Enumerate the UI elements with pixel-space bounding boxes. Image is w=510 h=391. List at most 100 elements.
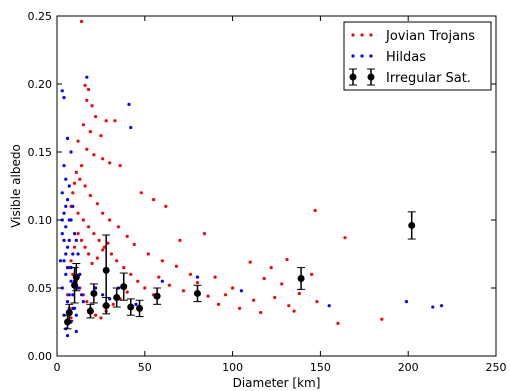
trojan-point xyxy=(74,170,78,174)
trojan-point xyxy=(280,282,284,286)
trojan-point xyxy=(95,202,99,206)
trojan-point xyxy=(87,252,91,256)
trojan-point xyxy=(92,232,96,236)
legend: Jovian Trojans Hildas Irregular Sat. xyxy=(343,21,492,91)
hilda-point xyxy=(79,293,84,297)
hilda-point xyxy=(65,198,70,202)
hilda-point xyxy=(65,334,70,338)
trojan-point xyxy=(92,153,96,157)
hilda-point xyxy=(64,225,68,229)
irregular-point xyxy=(193,289,201,297)
hilda-point xyxy=(60,286,64,290)
y-tick-label: 0.10 xyxy=(28,214,53,227)
trojan-point xyxy=(79,238,84,242)
trojan-point xyxy=(310,272,314,276)
hilda-point xyxy=(67,218,71,222)
irregular-point xyxy=(297,274,305,282)
hilda-point xyxy=(67,184,71,188)
trojan-point xyxy=(108,161,112,165)
hilda-point xyxy=(60,232,64,236)
legend-marker xyxy=(351,33,355,37)
trojan-point xyxy=(125,290,129,294)
hilda-point xyxy=(65,266,70,270)
irregular-point xyxy=(127,303,135,311)
hilda-point xyxy=(439,304,444,308)
hilda-point xyxy=(431,305,435,309)
hilda-point xyxy=(134,302,138,306)
trojan-point xyxy=(90,104,94,108)
irregular-point xyxy=(90,289,98,297)
trojan-point xyxy=(88,193,92,198)
x-axis-label: Diameter [km] xyxy=(233,376,321,390)
trojan-point xyxy=(157,275,161,279)
hilda-point xyxy=(71,252,75,256)
trojan-point xyxy=(216,302,221,306)
trojan-point xyxy=(248,260,252,264)
x-tick-label: 150 xyxy=(310,361,331,374)
trojan-point xyxy=(69,259,73,263)
trojan-point xyxy=(313,208,317,213)
irregular-point xyxy=(153,292,161,300)
plot-marks xyxy=(58,19,444,338)
hilda-point xyxy=(69,279,73,283)
trojan-point xyxy=(79,19,84,24)
legend-marker xyxy=(360,33,364,37)
x-tick-label: 50 xyxy=(138,361,152,374)
trojan-point xyxy=(99,316,103,320)
hilda-point xyxy=(65,136,70,140)
hilda-point xyxy=(58,259,63,263)
x-tick-label: 100 xyxy=(222,361,243,374)
hilda-point xyxy=(404,300,409,304)
trojan-point xyxy=(143,286,147,290)
trojan-point xyxy=(238,306,242,310)
hilda-point xyxy=(74,313,78,317)
x-tick-label: 200 xyxy=(398,361,419,374)
axis-ticks: 0 50 100 150 200 250 0.00 0.05 0.10 0.15 0.20 0.25 xyxy=(28,10,507,374)
trojan-point xyxy=(85,147,89,151)
hilda-point xyxy=(62,211,66,215)
y-tick-label: 0.05 xyxy=(28,282,53,295)
trojan-point xyxy=(262,276,266,281)
trojan-point xyxy=(336,321,340,325)
trojan-point xyxy=(297,291,301,296)
hilda-point xyxy=(60,89,64,93)
trojan-point xyxy=(71,191,75,195)
trojan-point xyxy=(72,181,77,185)
trojan-point xyxy=(113,119,117,123)
legend-label: Irregular Sat. xyxy=(386,71,471,86)
trojan-point xyxy=(85,300,89,304)
trojan-point xyxy=(188,272,193,276)
legend-label: Hildas xyxy=(386,50,426,65)
trojan-point xyxy=(151,198,156,202)
hilda-point xyxy=(129,125,133,130)
trojan-point xyxy=(72,245,77,249)
trojan-point xyxy=(102,245,107,249)
trojan-point xyxy=(132,242,136,247)
trojan-point xyxy=(343,236,347,240)
trojan-point xyxy=(78,177,82,181)
trojan-point xyxy=(167,283,171,287)
trojan-point xyxy=(202,232,207,236)
trojan-point xyxy=(69,316,73,320)
hilda-point xyxy=(101,293,105,297)
legend-marker xyxy=(369,33,373,37)
irregular-point xyxy=(72,273,80,281)
trojan-point xyxy=(292,309,296,313)
trojan-point xyxy=(76,139,80,143)
y-axis-label: Visible albedo xyxy=(9,144,23,228)
hilda-point xyxy=(62,238,66,242)
y-tick-label: 0.20 xyxy=(28,78,53,91)
trojan-point xyxy=(106,241,110,245)
trojan-point xyxy=(79,164,84,168)
hilda-point xyxy=(62,96,66,100)
legend-marker xyxy=(360,54,364,58)
trojan-point xyxy=(118,164,122,168)
trojan-point xyxy=(174,264,179,268)
hilda-point xyxy=(195,275,200,279)
legend-label: Jovian Trojans xyxy=(385,29,475,44)
trojan-point xyxy=(129,272,133,276)
hilda-point xyxy=(74,329,78,334)
trojan-point xyxy=(83,83,87,87)
hilda-point xyxy=(76,252,80,256)
trojan-point xyxy=(90,261,94,266)
